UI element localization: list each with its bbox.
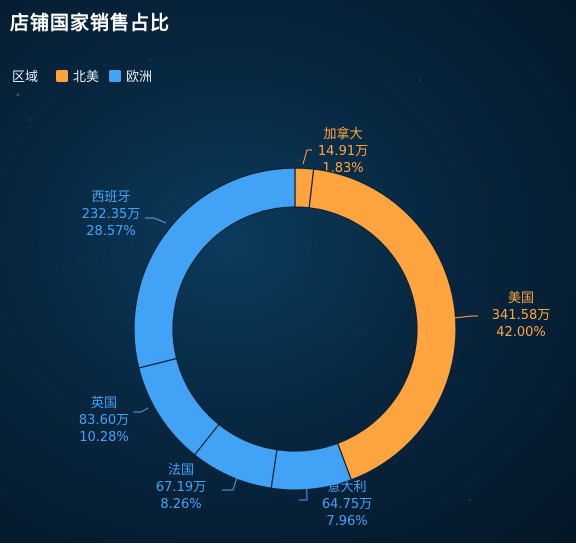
slice-1[interactable] <box>308 168 457 481</box>
slice-label-1-value: 341.58万 <box>492 308 551 323</box>
legend-label-north-america: 北美 <box>73 70 100 85</box>
leader-line-5 <box>145 217 167 224</box>
slice-label-1-name: 美国 <box>508 291 534 306</box>
leader-line-1 <box>453 315 478 319</box>
slice-label-3-name: 法国 <box>168 463 194 478</box>
legend-label-europe: 欧洲 <box>126 70 153 85</box>
leader-line-3 <box>222 476 238 491</box>
slice-label-3-percent: 8.26% <box>160 497 201 512</box>
legend-swatch-north-america <box>56 69 69 82</box>
slice-label-0-name: 加拿大 <box>323 126 362 142</box>
leader-line-0 <box>302 149 312 165</box>
slice-label-4-percent: 10.28% <box>79 430 129 445</box>
slice-label-2-percent: 7.96% <box>326 514 367 529</box>
leader-line-4 <box>133 407 149 413</box>
leader-line-2 <box>299 455 308 501</box>
slice-label-2-value: 64.75万 <box>322 497 372 512</box>
slice-label-5-percent: 28.57% <box>86 224 136 239</box>
legend: 区域 北美 欧洲 <box>12 66 162 85</box>
slice-label-0-value: 14.91万 <box>318 144 368 159</box>
slice-label-5-name: 西班牙 <box>91 190 130 205</box>
legend-title: 区域 <box>12 70 39 85</box>
chart-title: 店铺国家销售占比 <box>10 12 171 34</box>
legend-item-north-america[interactable]: 北美 <box>56 66 99 85</box>
slice-label-4-value: 83.60万 <box>79 413 129 428</box>
slice-label-5-value: 232.35万 <box>82 207 141 222</box>
slice-label-2-name: 意大利 <box>327 479 366 495</box>
slice-label-3-value: 67.19万 <box>156 480 206 495</box>
slice-label-4-name: 英国 <box>91 396 117 411</box>
legend-item-europe[interactable]: 欧洲 <box>109 66 152 85</box>
legend-swatch-europe <box>109 69 122 82</box>
slice-5[interactable] <box>133 167 296 369</box>
slice-label-1-percent: 42.00% <box>496 325 546 340</box>
